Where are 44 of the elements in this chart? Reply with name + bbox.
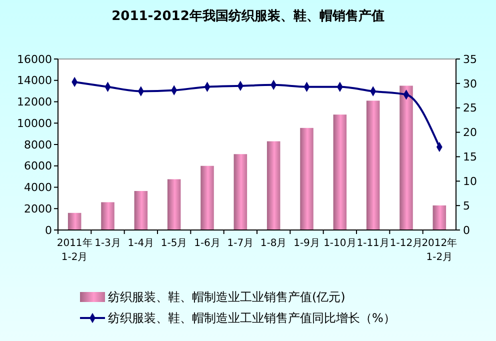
- y2-tick-label: 10: [463, 174, 477, 188]
- x-tick-label: 1-7月: [227, 238, 254, 249]
- x-tick-label: 2012年 1-2月: [422, 237, 458, 263]
- y-tick-label: 10000: [17, 116, 52, 130]
- x-tick-label: 1-4月: [128, 238, 154, 249]
- y2-tick-label: 30: [463, 77, 477, 90]
- x-tick-label: 1-8月: [260, 238, 287, 249]
- bar: [300, 128, 314, 230]
- y-tick-label: 16000: [17, 52, 52, 66]
- x-tick-label: 1-9月: [294, 238, 320, 249]
- y2-tick-label: 5: [463, 199, 470, 212]
- bar: [234, 154, 248, 230]
- y-tick-label: 2000: [24, 202, 52, 216]
- legend-label: 纺织服装、鞋、帽制造业工业销售产值同比增长（%）: [108, 311, 396, 326]
- x-tick-label: 1-10月: [324, 238, 356, 249]
- y-tick-label: 4000: [24, 181, 52, 194]
- chart-title: 2011-2012年我国纺织服装、鞋、帽销售产值: [112, 8, 384, 24]
- bar: [134, 190, 148, 230]
- bar: [266, 141, 280, 230]
- bar: [333, 114, 347, 230]
- y2-tick-label: 25: [463, 102, 477, 115]
- bar: [167, 179, 181, 230]
- bar: [366, 100, 380, 230]
- y-tick-label: 8000: [24, 138, 52, 152]
- x-tick-label: 1-6月: [194, 238, 220, 249]
- y2-tick-label: 20: [463, 126, 477, 140]
- bar: [200, 166, 214, 230]
- y-tick-label: 12000: [17, 96, 52, 109]
- bar: [432, 205, 446, 230]
- bar: [101, 202, 114, 230]
- y-tick-label: 14000: [17, 74, 52, 88]
- y-tick-label: 6000: [24, 160, 52, 173]
- x-tick-label: 1-12月: [390, 238, 423, 249]
- x-tick-label: 1-3月: [94, 238, 121, 249]
- x-tick-label: 1-5月: [160, 238, 188, 249]
- legend-label: 纺织服装、鞋、帽制造业工业销售产值(亿元): [108, 290, 346, 304]
- bar: [68, 212, 82, 230]
- y-tick-label: 0: [45, 224, 52, 237]
- x-tick-label: 2011年 1-2月: [56, 237, 92, 263]
- y2-tick-label: 0: [463, 224, 470, 237]
- bar: [400, 86, 413, 230]
- y2-tick-label: 35: [463, 52, 477, 66]
- y2-tick-label: 15: [463, 150, 477, 164]
- x-tick-label: 1-11月: [356, 238, 390, 249]
